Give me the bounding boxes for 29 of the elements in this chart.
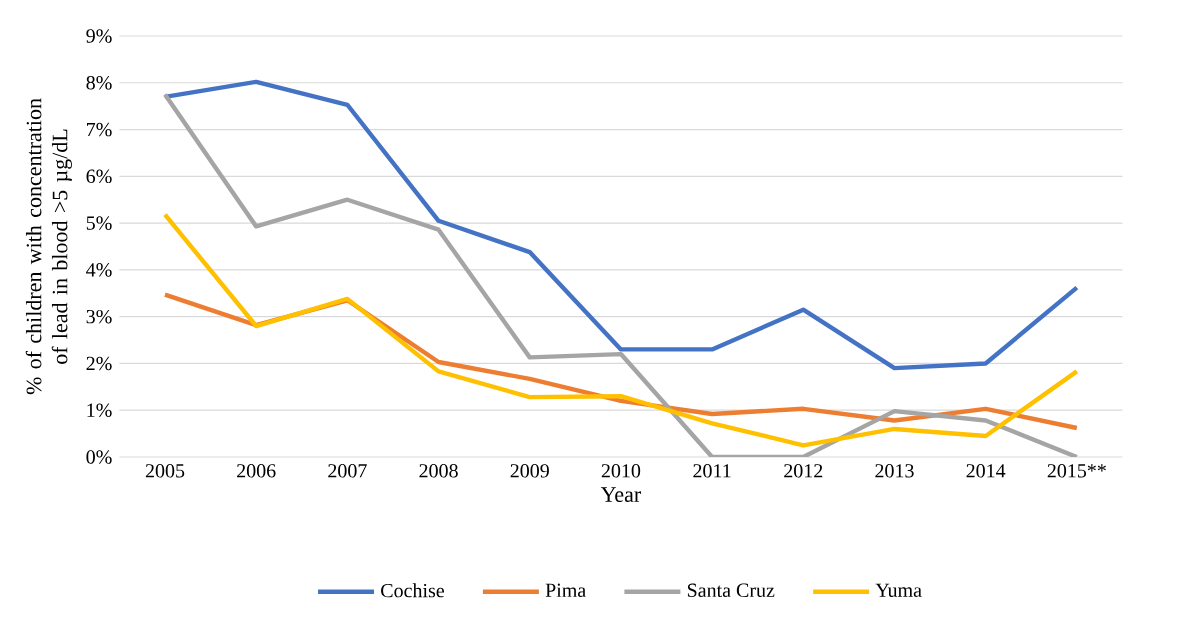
x-axis-title: Year	[600, 487, 641, 502]
line-series	[162, 92, 1080, 457]
x-tick-label: 2015**	[1047, 464, 1106, 478]
x-tick-label: 2011	[693, 464, 731, 478]
line-series	[162, 212, 1080, 448]
x-tick-label: 2006	[237, 464, 276, 478]
y-tick-label: 3%	[86, 309, 112, 324]
x-tick-label: 2008	[419, 464, 458, 478]
y-axis-title: % of children with concentration of lead in blood >5 µg/dL	[25, 98, 72, 395]
y-tick-label: 1%	[87, 403, 112, 417]
y-tick-label: 0%	[86, 450, 112, 464]
x-tick-label: 2014	[966, 464, 1006, 478]
legend-label: Pima	[545, 583, 586, 598]
x-tick-label: 2012	[784, 464, 823, 478]
legend-label: Cochise	[381, 583, 444, 598]
legend-label: Santa Cruz	[687, 583, 775, 598]
legend-label: Yuma	[875, 583, 922, 597]
x-tick-label: 2013	[875, 464, 914, 478]
y-tick-label: 9%	[86, 29, 112, 43]
x-tick-label: 2009	[510, 464, 549, 478]
x-tick-label: 2005	[145, 464, 185, 478]
y-tick-label: 4%	[86, 263, 112, 277]
x-tick-label: 2010	[601, 464, 641, 478]
y-tick-label: 5%	[86, 216, 112, 230]
y-tick-label: 6%	[86, 169, 112, 184]
y-tick-label: 7%	[87, 122, 112, 137]
y-tick-label: 8%	[86, 75, 112, 90]
x-tick-label: 2007	[328, 464, 367, 478]
y-tick-label: 2%	[86, 356, 112, 371]
